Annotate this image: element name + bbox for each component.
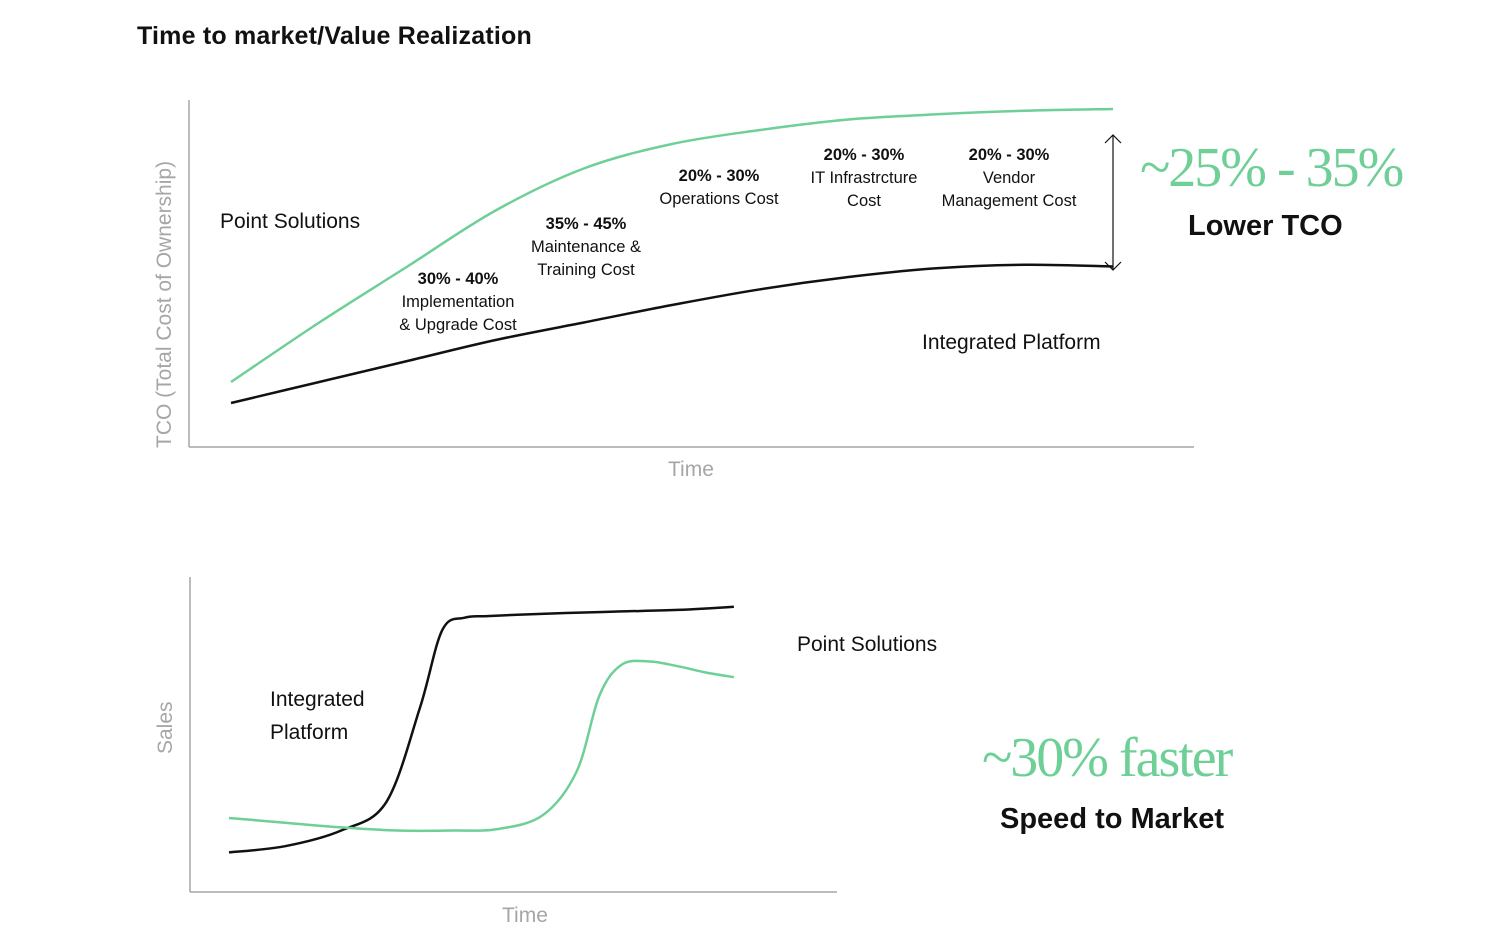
- cost-annotation-line1: Maintenance &: [530, 238, 642, 256]
- chart2-series-integrated-platform-line: [228, 605, 734, 854]
- chart2-series-point-solutions-line: [228, 659, 735, 833]
- cost-annotation-pct: 30% - 40%: [417, 270, 499, 288]
- chart1-x-axis-label: Time: [668, 458, 714, 481]
- chart1-series-point-solutions-line: [230, 107, 1114, 384]
- chart1-label-point-solutions: Point Solutions: [220, 210, 361, 233]
- cost-annotation: 20% - 30% Vendor Management Cost: [924, 144, 1094, 213]
- chart2-x-axis-label: Time: [502, 904, 548, 927]
- chart1-series-integrated-platform-line: [230, 263, 1114, 405]
- tco-gap-arrow: [1104, 134, 1122, 271]
- tco-callout-label: Lower TCO: [1188, 210, 1343, 242]
- cost-annotation-line2: Training Cost: [537, 261, 635, 279]
- cost-annotation-pct: 20% - 30%: [968, 146, 1050, 164]
- cost-annotation-line1: Vendor: [982, 169, 1036, 187]
- chart1-y-axis-label: TCO (Total Cost of Ownership): [153, 160, 176, 448]
- cost-annotation-line2: Cost: [847, 192, 881, 210]
- cost-annotation-pct: 20% - 30%: [678, 167, 760, 185]
- cost-annotation: 30% - 40% Implementation & Upgrade Cost: [378, 268, 538, 337]
- cost-annotation-line1: Operations Cost: [659, 190, 779, 208]
- cost-annotation: 20% - 30% Operations Cost: [639, 165, 799, 211]
- chart2-label-integrated-line2: Platform: [270, 721, 349, 744]
- cost-annotation: 20% - 30% IT Infrastrcture Cost: [784, 144, 944, 213]
- chart2-label-integrated-line1: Integrated: [270, 688, 365, 711]
- cost-annotation-line2: Management Cost: [941, 192, 1077, 210]
- cost-annotation-pct: 35% - 45%: [545, 215, 627, 233]
- cost-annotation-line2: & Upgrade Cost: [399, 316, 517, 334]
- speed-callout-value: ~30% faster: [982, 727, 1233, 789]
- cost-annotation-line1: IT Infrastrcture: [810, 169, 918, 187]
- page-title: Time to market/Value Realization: [137, 22, 532, 50]
- chart2-y-axis-label: Sales: [154, 701, 177, 754]
- tco-callout-value: ~25% - 35%: [1140, 137, 1404, 199]
- chart2-label-point-solutions: Point Solutions: [797, 633, 938, 656]
- cost-annotation: 35% - 45% Maintenance & Training Cost: [506, 213, 666, 282]
- speed-callout-label: Speed to Market: [1000, 803, 1224, 835]
- chart1-label-integrated-platform: Integrated Platform: [922, 331, 1101, 354]
- cost-annotation-pct: 20% - 30%: [823, 146, 905, 164]
- cost-annotation-line1: Implementation: [401, 293, 515, 311]
